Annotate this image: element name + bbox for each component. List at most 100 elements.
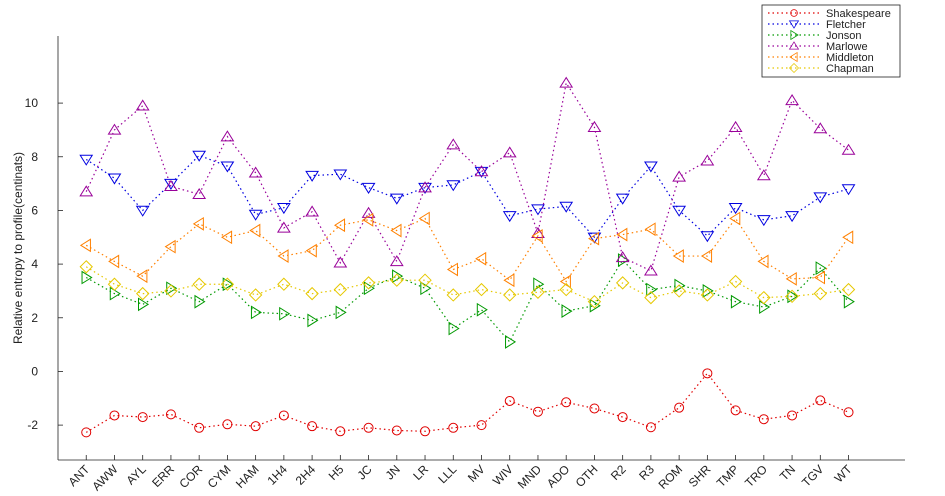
x-tick-label: WT bbox=[832, 462, 856, 486]
marker bbox=[390, 273, 404, 287]
series-line bbox=[85, 266, 849, 303]
marker bbox=[700, 288, 715, 302]
x-tick-label: MV bbox=[465, 462, 488, 485]
y-tick-label: 4 bbox=[31, 257, 38, 271]
marker bbox=[841, 143, 856, 155]
series-line bbox=[85, 81, 849, 272]
x-tick-label: ROM bbox=[656, 462, 686, 492]
marker bbox=[446, 262, 458, 277]
marker bbox=[335, 305, 347, 320]
legend-marker bbox=[790, 9, 798, 17]
marker bbox=[728, 120, 743, 132]
marker bbox=[135, 99, 150, 111]
marker bbox=[222, 419, 233, 430]
marker bbox=[135, 205, 150, 217]
legend-label: Jonson bbox=[826, 30, 861, 42]
y-tick-label: 2 bbox=[31, 311, 38, 325]
marker bbox=[335, 426, 346, 437]
marker bbox=[843, 294, 855, 309]
marker bbox=[192, 216, 204, 231]
marker bbox=[785, 94, 799, 106]
y-tick-label: -2 bbox=[27, 418, 38, 432]
marker bbox=[474, 282, 489, 297]
legend: ShakespeareFletcherJonsonMarloweMiddleto… bbox=[761, 4, 901, 78]
legend-marker bbox=[790, 29, 799, 41]
marker bbox=[446, 138, 461, 150]
x-tick-label: ANT bbox=[65, 462, 92, 489]
series-line bbox=[85, 372, 849, 433]
legend-label: Chapman bbox=[826, 63, 874, 75]
marker bbox=[757, 254, 769, 269]
marker bbox=[307, 421, 318, 432]
marker bbox=[672, 170, 687, 182]
marker bbox=[221, 230, 233, 245]
marker bbox=[643, 264, 658, 276]
y-tick-label: 6 bbox=[31, 203, 38, 217]
marker bbox=[559, 76, 574, 88]
marker bbox=[79, 260, 93, 274]
marker bbox=[79, 238, 91, 253]
y-axis-label: Relative entropy to profile(centinats) bbox=[11, 152, 25, 344]
marker bbox=[362, 212, 374, 227]
x-tick-label: CYM bbox=[205, 462, 234, 491]
marker bbox=[815, 395, 826, 406]
marker bbox=[674, 278, 686, 293]
marker bbox=[672, 205, 687, 217]
marker bbox=[474, 165, 489, 177]
marker bbox=[361, 206, 376, 218]
marker bbox=[79, 185, 94, 197]
marker bbox=[220, 277, 235, 291]
legend-label: Fletcher bbox=[826, 19, 866, 31]
marker bbox=[137, 412, 148, 423]
marker bbox=[136, 269, 148, 284]
marker bbox=[475, 251, 487, 266]
marker bbox=[418, 181, 432, 193]
marker bbox=[616, 227, 628, 242]
marker bbox=[305, 286, 319, 301]
marker bbox=[813, 122, 828, 134]
marker bbox=[702, 284, 714, 298]
marker bbox=[617, 412, 628, 423]
x-tick-label: ADO bbox=[544, 462, 572, 490]
marker bbox=[305, 205, 320, 217]
legend-marker bbox=[788, 62, 800, 74]
marker bbox=[559, 201, 574, 213]
marker bbox=[79, 154, 94, 166]
marker bbox=[418, 211, 430, 226]
marker bbox=[730, 294, 742, 309]
series-line bbox=[85, 259, 849, 343]
marker bbox=[644, 290, 658, 305]
marker bbox=[248, 166, 263, 178]
marker bbox=[81, 270, 93, 285]
x-tick-label: AYL bbox=[124, 462, 150, 488]
marker bbox=[729, 211, 741, 226]
marker bbox=[448, 321, 460, 336]
marker bbox=[785, 271, 797, 286]
marker bbox=[194, 294, 206, 309]
marker bbox=[728, 203, 743, 215]
marker bbox=[333, 282, 348, 297]
x-tick-label: TN bbox=[777, 462, 798, 483]
x-tick-label: LR bbox=[410, 462, 431, 483]
x-tick-label: HAM bbox=[233, 462, 262, 491]
marker bbox=[841, 282, 856, 297]
marker bbox=[474, 166, 489, 178]
marker bbox=[476, 420, 487, 431]
marker bbox=[531, 229, 543, 243]
marker bbox=[841, 184, 856, 196]
legend-marker bbox=[789, 51, 798, 63]
marker bbox=[446, 288, 460, 302]
x-tick-label: JN bbox=[383, 462, 403, 482]
marker bbox=[107, 123, 122, 135]
marker bbox=[787, 410, 798, 421]
marker bbox=[333, 169, 348, 181]
x-tick-label: AWW bbox=[89, 462, 121, 494]
x-tick-label: SHR bbox=[686, 462, 714, 490]
marker bbox=[250, 305, 262, 320]
marker bbox=[164, 179, 178, 191]
y-tick-label: 8 bbox=[31, 150, 38, 164]
marker bbox=[559, 282, 573, 297]
marker bbox=[361, 182, 376, 194]
marker bbox=[165, 409, 176, 420]
marker bbox=[109, 286, 121, 301]
